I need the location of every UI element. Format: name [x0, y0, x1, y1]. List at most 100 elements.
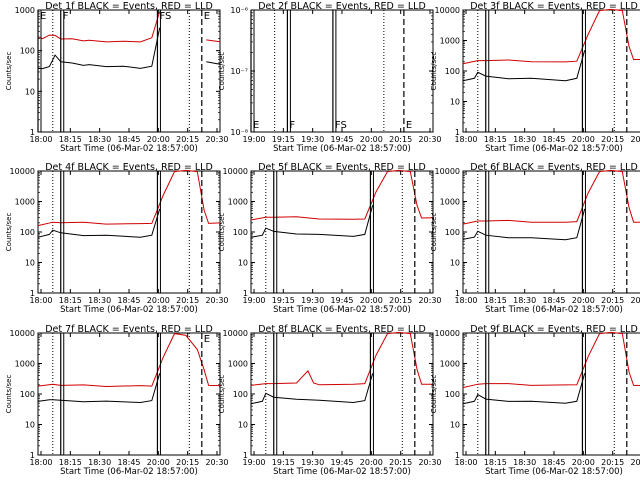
plot-frame: [462, 9, 640, 133]
chart-title: Det 8f BLACK = Events, RED = LLD: [258, 324, 426, 335]
x-tick-label: 20:00: [147, 135, 170, 144]
series-events-line: [250, 204, 374, 238]
y-tick-label: 1000: [440, 37, 460, 46]
x-tick-label: 18:15: [484, 296, 507, 305]
x-tick-label: 20:15: [389, 458, 412, 467]
x-tick-label: 20:30: [418, 135, 441, 144]
y-tick-label: 10000: [435, 329, 460, 338]
y-tick-label: 10000: [10, 167, 35, 176]
y-tick-label: 1: [243, 451, 248, 460]
x-tick-label: 18:45: [117, 135, 140, 144]
x-tick-label: 19:15: [272, 296, 295, 305]
x-tick-label: 20:15: [601, 458, 624, 467]
chart-panel-2: Det 2f BLACK = Events, RED = LLD 10⁻⁸ 10⁻⁷…: [218, 1, 442, 154]
x-tick-label: 20:00: [360, 458, 383, 467]
chart-title: Det 7f BLACK = Events, RED = LLD: [45, 324, 213, 335]
x-tick-label: 19:45: [330, 458, 353, 467]
chart-title: Det 3f BLACK = Events, RED = LLD: [470, 1, 638, 12]
x-tick-label: 20:00: [360, 135, 383, 144]
x-tick-label: 19:00: [242, 458, 265, 467]
x-tick-label: 20:15: [389, 135, 412, 144]
chart-panel-4: Det 4f BLACK = Events, RED = LLD 1 10 100 10…: [5, 162, 229, 315]
plot-frame: [37, 332, 221, 456]
x-tick-label: 18:00: [29, 458, 52, 467]
y-axis-label: Counts/sec: [218, 52, 226, 91]
series-lld-line: [462, 8, 640, 65]
y-tick-label: 1: [30, 451, 35, 460]
plot-frame: [37, 170, 221, 294]
series-events-line: [462, 373, 586, 405]
x-tick-label: 18:15: [484, 458, 507, 467]
y-tick-label: 10: [450, 259, 460, 268]
x-axis-label: Start Time (06-Mar-02 18:57:00): [485, 305, 623, 315]
x-tick-label: 20:30: [418, 296, 441, 305]
y-tick-label: 1000: [15, 360, 35, 369]
x-axis-label: Start Time (06-Mar-02 18:57:00): [485, 144, 623, 154]
chart-panel-9: Det 9f BLACK = Events, RED = LLD 1 10 100 10…: [430, 324, 640, 477]
y-tick-label: 1: [455, 451, 460, 460]
chart-title: Det 4f BLACK = Events, RED = LLD: [45, 162, 213, 173]
y-tick-label: 1000: [15, 198, 35, 207]
x-axis-label: Start Time (06-Mar-02 18:57:00): [60, 467, 198, 477]
x-tick-label: 18:15: [59, 135, 82, 144]
event-marker-label: E: [253, 120, 259, 131]
series-lld-line: [250, 169, 434, 221]
series-lld-line: [250, 331, 433, 386]
x-tick-label: 18:00: [454, 296, 477, 305]
series-lld-line: [462, 331, 640, 389]
plot-frame: [250, 332, 434, 456]
x-tick-label: 20:00: [147, 458, 170, 467]
x-tick-label: 20:30: [630, 296, 640, 305]
y-tick-label: 100: [233, 390, 248, 399]
y-tick-label: 10: [25, 259, 35, 268]
chart-title: Det 1f BLACK = Events, RED = LLD: [45, 1, 213, 12]
x-tick-label: 20:15: [176, 135, 199, 144]
x-tick-label: 19:15: [272, 135, 295, 144]
y-tick-label: 10000: [435, 6, 460, 15]
event-marker-label: F: [63, 11, 69, 22]
y-tick-label: 10: [238, 421, 248, 430]
event-marker-label: E: [40, 11, 46, 22]
y-tick-label: 100: [445, 228, 460, 237]
series-events-line: [37, 27, 221, 70]
y-tick-label: 10000: [223, 167, 248, 176]
y-tick-label: 1000: [228, 360, 248, 369]
event-marker-label: FS: [335, 120, 347, 131]
y-tick-label: 10000: [10, 329, 35, 338]
x-tick-label: 18:30: [513, 135, 536, 144]
y-axis-label: Counts/sec: [218, 375, 226, 414]
y-tick-label: 10: [450, 98, 460, 107]
chart-title: Det 5f BLACK = Events, RED = LLD: [258, 162, 426, 173]
series-events-line: [37, 373, 161, 404]
x-tick-label: 19:15: [272, 458, 295, 467]
chart-panel-1: Det 1f BLACK = Events, RED = LLD 1 10 100 10…: [5, 1, 229, 154]
chart-panel-7: Det 7f BLACK = Events, RED = LLD 1 10 100 10…: [5, 324, 229, 477]
event-marker-label: E: [406, 120, 412, 131]
x-axis-label: Start Time (06-Mar-02 18:57:00): [60, 305, 198, 315]
x-axis-label: Start Time (06-Mar-02 18:57:00): [273, 467, 411, 477]
plot-frame: [462, 332, 640, 456]
plot-frame: [462, 170, 640, 294]
x-tick-label: 18:45: [542, 135, 565, 144]
y-tick-label: 10⁻⁸: [230, 128, 248, 137]
x-tick-label: 18:30: [88, 458, 111, 467]
x-tick-label: 19:30: [301, 135, 324, 144]
x-tick-label: 19:45: [330, 296, 353, 305]
plot-frame: [250, 9, 434, 133]
y-tick-label: 10: [25, 87, 35, 96]
series-events-line: [250, 373, 374, 405]
x-tick-label: 20:30: [418, 458, 441, 467]
y-tick-label: 1: [455, 128, 460, 137]
x-tick-label: 19:30: [301, 296, 324, 305]
y-tick-label: 100: [445, 67, 460, 76]
x-tick-label: 20:00: [360, 296, 383, 305]
x-tick-label: 18:15: [484, 135, 507, 144]
y-tick-label: 10⁻⁶: [230, 6, 248, 15]
chart-panel-6: Det 6f BLACK = Events, RED = LLD 1 10 100 10…: [430, 162, 640, 315]
y-axis-label: Counts/sec: [218, 213, 226, 252]
x-tick-label: 20:15: [601, 135, 624, 144]
series-events-line: [462, 208, 586, 241]
x-tick-label: 20:00: [572, 296, 595, 305]
x-tick-label: 20:15: [176, 296, 199, 305]
plot-frame: [37, 9, 221, 133]
